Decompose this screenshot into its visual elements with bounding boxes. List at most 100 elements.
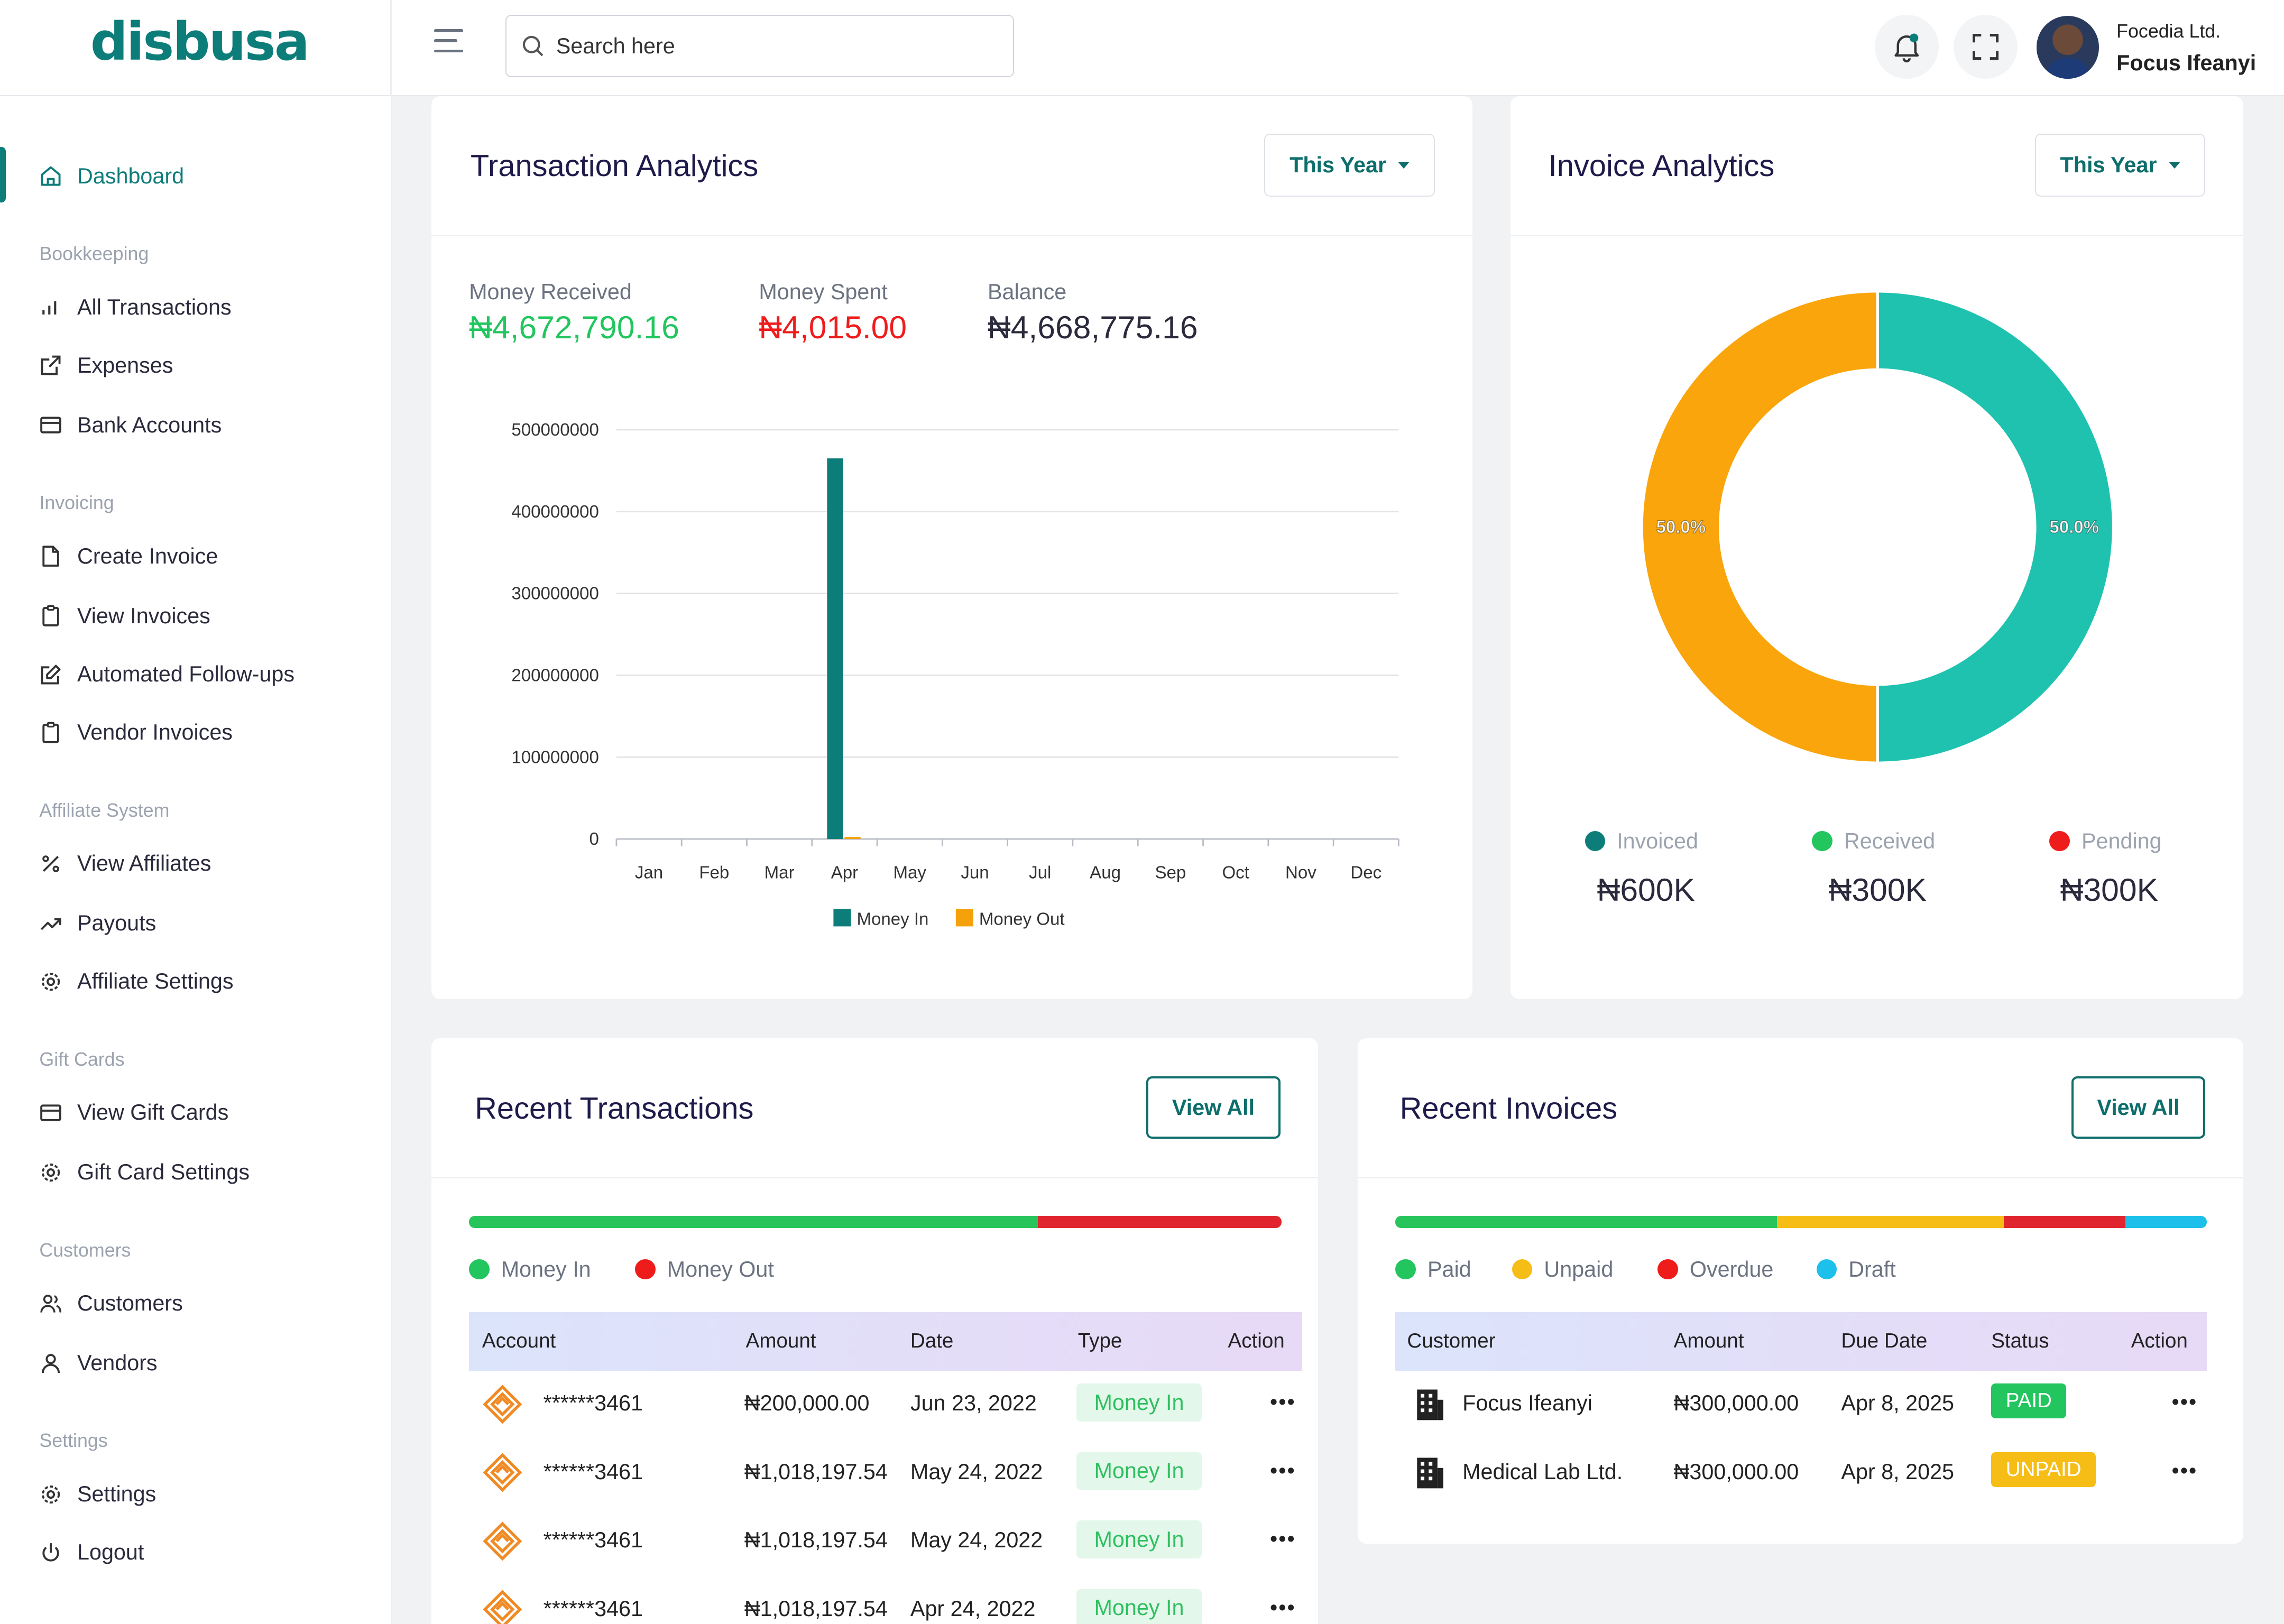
col-action: Action — [1228, 1330, 1285, 1353]
external-link-icon — [41, 356, 61, 375]
row-actions-icon[interactable]: ••• — [2171, 1391, 2198, 1414]
overdue-segment — [2004, 1216, 2126, 1228]
row-actions-icon[interactable]: ••• — [2171, 1459, 2198, 1482]
users-icon — [40, 1294, 62, 1313]
sidebar-item-bank-accounts[interactable]: Bank Accounts — [39, 408, 222, 442]
sidebar-item-view-gift-cards[interactable]: View Gift Cards — [39, 1095, 228, 1130]
card-divider — [431, 1177, 1319, 1178]
sidebar-item-automated-followups[interactable]: Automated Follow-ups — [39, 657, 294, 692]
legend-label: Money In — [856, 909, 928, 929]
status-badge: UNPAID — [1991, 1452, 2096, 1487]
user-avatar[interactable] — [2036, 16, 2099, 79]
sidebar-item-label: View Gift Cards — [77, 1100, 229, 1125]
logo-divider — [390, 0, 392, 96]
table-row[interactable]: Medical Lab Ltd. ₦300,000.00 Apr 8, 2025… — [1395, 1439, 2207, 1506]
sidebar-item-all-transactions[interactable]: All Transactions — [39, 290, 232, 325]
transaction-analytics-card: Transaction Analytics This Year Money Re… — [431, 96, 1473, 999]
donut-slice-received[interactable] — [1876, 290, 2115, 765]
sidebar-item-label: Bank Accounts — [77, 412, 222, 437]
row-actions-icon[interactable]: ••• — [1270, 1391, 1296, 1414]
date: May 24, 2022 — [910, 1459, 1043, 1484]
money-received-value: ₦4,672,790.16 — [469, 309, 679, 346]
bank-logo-icon — [483, 1521, 522, 1561]
legend-dot — [1585, 831, 1606, 852]
row-actions-icon[interactable]: ••• — [1270, 1596, 1296, 1619]
table-row[interactable]: ******3461 ₦200,000.00 Jun 23, 2022 Mone… — [469, 1371, 1302, 1438]
transactions-progress-bar — [469, 1216, 1282, 1228]
sidebar-item-customers[interactable]: Customers — [39, 1286, 183, 1321]
amount: ₦1,018,197.54 — [744, 1459, 888, 1484]
legend-pending: Pending — [2049, 828, 2162, 854]
legend-label: Pending — [2082, 828, 2162, 853]
legend-dot — [1812, 831, 1832, 852]
search-input[interactable] — [556, 27, 993, 66]
card-divider — [431, 234, 1473, 236]
period-label: This Year — [1290, 153, 1387, 178]
sidebar-item-expenses[interactable]: Expenses — [39, 348, 173, 383]
sidebar-item-view-invoices[interactable]: View Invoices — [39, 598, 210, 633]
sidebar-item-logout[interactable]: Logout — [39, 1535, 144, 1570]
sidebar-item-vendor-invoices[interactable]: Vendor Invoices — [39, 715, 233, 750]
table-row[interactable]: Focus Ifeanyi ₦300,000.00 Apr 8, 2025 PA… — [1395, 1371, 2207, 1438]
row-actions-icon[interactable]: ••• — [1270, 1528, 1296, 1551]
col-customer: Customer — [1407, 1330, 1496, 1353]
transaction-bar-chart: 0 100000000 200000000 300000000 400000000 500… — [511, 420, 1399, 929]
view-all-transactions-button[interactable]: View All — [1146, 1076, 1281, 1139]
sidebar-item-label: All Transactions — [77, 294, 232, 319]
col-amount: Amount — [1673, 1330, 1744, 1353]
card-title: Invoice Analytics — [1548, 149, 1775, 183]
user-icon — [42, 1353, 60, 1373]
fullscreen-icon — [1972, 33, 1998, 60]
legend-received: Received — [1812, 829, 1935, 854]
draft-segment — [2125, 1216, 2207, 1228]
balance-value: ₦4,668,775.16 — [987, 309, 1198, 346]
x-tick-label: Jun — [961, 863, 989, 882]
money-spent-value: ₦4,015.00 — [759, 309, 907, 346]
sidebar-item-view-affiliates[interactable]: View Affiliates — [39, 846, 211, 881]
sidebar-item-vendors[interactable]: Vendors — [39, 1346, 158, 1381]
power-icon — [42, 1543, 60, 1562]
bank-logo-icon — [483, 1384, 522, 1424]
file-icon — [42, 546, 60, 567]
notification-button[interactable] — [1874, 14, 1939, 79]
view-all-invoices-button[interactable]: View All — [2071, 1076, 2206, 1139]
clipboard-icon — [42, 722, 60, 743]
table-row[interactable]: ******3461 ₦1,018,197.54 May 24, 2022 Mo… — [469, 1508, 1302, 1575]
table-row[interactable]: ******3461 ₦1,018,197.54 May 24, 2022 Mo… — [469, 1439, 1302, 1506]
period-dropdown[interactable]: This Year — [1264, 134, 1435, 197]
sidebar-item-settings[interactable]: Settings — [39, 1477, 156, 1512]
brand-logo[interactable]: disbusa — [90, 12, 310, 73]
pending-value: ₦300K — [2060, 871, 2159, 908]
period-dropdown[interactable]: This Year — [2034, 134, 2206, 197]
amount: ₦1,018,197.54 — [744, 1596, 888, 1621]
sidebar-item-payouts[interactable]: Payouts — [39, 906, 156, 941]
x-tick-label: Sep — [1155, 863, 1186, 882]
row-actions-icon[interactable]: ••• — [1270, 1459, 1296, 1482]
legend-dot — [2049, 831, 2070, 852]
legend-swatch — [833, 909, 851, 927]
sidebar-item-gift-card-settings[interactable]: Gift Card Settings — [39, 1155, 250, 1190]
invoiced-value: ₦600K — [1597, 871, 1695, 908]
sidebar-item-dashboard[interactable]: Dashboard — [39, 159, 184, 193]
card-title: Recent Transactions — [475, 1091, 754, 1125]
search-box[interactable] — [505, 14, 1014, 78]
amount: ₦1,018,197.54 — [744, 1528, 888, 1553]
date: Apr 24, 2022 — [910, 1596, 1036, 1621]
legend-dot — [1816, 1259, 1837, 1280]
date: May 24, 2022 — [910, 1528, 1043, 1553]
sidebar-item-affiliate-settings[interactable]: Affiliate Settings — [39, 964, 233, 999]
sidebar-item-label: Gift Card Settings — [77, 1160, 250, 1185]
date: Jun 23, 2022 — [910, 1391, 1037, 1416]
sidebar-item-create-invoice[interactable]: Create Invoice — [39, 539, 218, 574]
transactions-table-header: Account Amount Date Type Action — [469, 1312, 1303, 1371]
customer-name: Focus Ifeanyi — [1462, 1391, 1592, 1416]
money-spent-label: Money Spent — [759, 279, 888, 304]
balance-label: Balance — [987, 279, 1067, 304]
user-name[interactable]: Focus Ifeanyi — [2116, 51, 2257, 76]
donut-slice-pending[interactable] — [1640, 290, 1880, 765]
menu-toggle-icon[interactable] — [434, 29, 472, 61]
card-divider — [1357, 1177, 2243, 1178]
fullscreen-button[interactable] — [1953, 14, 2018, 79]
sidebar-item-label: Expenses — [77, 353, 173, 377]
table-row[interactable]: ******3461 ₦1,018,197.54 Apr 24, 2022 Mo… — [469, 1576, 1302, 1624]
